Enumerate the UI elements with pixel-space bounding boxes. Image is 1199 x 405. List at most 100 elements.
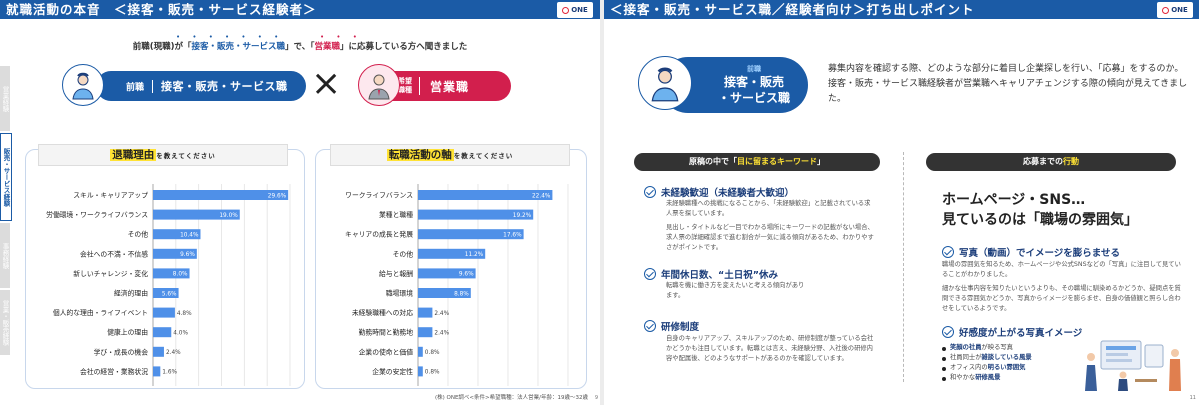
bar bbox=[418, 327, 433, 338]
logo-ring-icon bbox=[1162, 6, 1170, 14]
bar bbox=[153, 366, 161, 377]
bar bbox=[153, 268, 190, 279]
person-illustration-icon bbox=[62, 64, 104, 106]
chart-resignation-reasons: 0%5%10%15%20%25%30%スキル・キャリアアップ29.6%労働環境・… bbox=[46, 184, 297, 402]
check-circle-icon bbox=[942, 246, 954, 258]
bar bbox=[153, 307, 175, 318]
chart-job-search-axis: 0%5%10%15%20%25%ワークライフバランス22.4%業種と職種19.2… bbox=[345, 184, 575, 402]
category-label: スキル・キャリアアップ bbox=[73, 192, 148, 200]
slide-points: ＜接客・販売・サービス職／経験者向け＞打ち出しポイント ONE 前職 接客・販売… bbox=[604, 0, 1199, 405]
side-tabs: 営業経験 販売・サービス経験 事務経験 営業・販売経験 bbox=[0, 66, 14, 357]
person-illustration-icon bbox=[638, 56, 692, 110]
chart-title-job-axis: 転職活動の軸 を教えてください bbox=[330, 144, 570, 166]
emphasis-dots: • • • bbox=[320, 33, 362, 41]
photo-point-body: 職場の雰囲気を知るため、ホームページや公式SNSなどの「写真」に注目して見ている… bbox=[942, 261, 1181, 278]
list-item: 社員同士が雑談している風景 bbox=[941, 353, 1032, 363]
bar bbox=[153, 346, 164, 357]
data-label: 4.8% bbox=[177, 311, 192, 317]
data-label: 11.2% bbox=[465, 252, 484, 258]
office-team-illustration bbox=[1079, 335, 1189, 393]
bar bbox=[418, 346, 423, 357]
keyword-body: 転職を機に働き方を変えたいと考える傾向があります。 bbox=[666, 282, 805, 299]
photo-point-detail: 細かな仕事内容を知りたいというよりも、その職場に馴染めるかどうか、疑問点を質問で… bbox=[942, 285, 1181, 312]
data-label: 8.8% bbox=[454, 291, 469, 297]
category-label: その他 bbox=[393, 249, 414, 258]
page-number: 11 bbox=[1189, 395, 1196, 401]
logo-ring-icon bbox=[562, 6, 570, 14]
category-label: 学び・成長の機会 bbox=[94, 347, 149, 356]
bar bbox=[153, 288, 179, 298]
bar bbox=[418, 268, 476, 279]
slide-header: 就職活動の本音 ＜接客・販売・サービス経験者＞ bbox=[0, 0, 600, 19]
bar bbox=[418, 366, 423, 377]
chart-card-resignation: 0%5%10%15%20%25%30%スキル・キャリアアップ29.6%労働環境・… bbox=[25, 149, 305, 402]
data-label: 0.8% bbox=[425, 350, 440, 356]
list-item: オフィス内の明るい雰囲気 bbox=[941, 363, 1032, 373]
data-label: 2.4% bbox=[434, 331, 449, 337]
bar bbox=[418, 248, 486, 259]
bar bbox=[153, 190, 289, 200]
bar bbox=[418, 288, 471, 298]
category-label: 業種と職種 bbox=[379, 210, 413, 219]
headline: ホームページ・SNS… 見ているのは「職場の雰囲気」 bbox=[942, 192, 1138, 228]
side-tab[interactable]: 営業経験 bbox=[0, 66, 10, 131]
check-circle-icon bbox=[644, 268, 656, 280]
data-label: 29.6% bbox=[268, 193, 287, 199]
data-label: 10.4% bbox=[180, 233, 199, 239]
check-circle-icon bbox=[942, 326, 954, 338]
category-label: 勤務時間と勤務地 bbox=[359, 328, 414, 337]
intro-text: 募集内容を確認する際、どのような部分に着目し企業探しを行い、「応募」をするのか。… bbox=[828, 64, 1188, 104]
favorable-images: 好感度が上がる写真イメージ bbox=[942, 325, 1082, 339]
keyword-body: 自身のキャリアアップ、スキルアップのため、研修制度が整っている会社かどうかも注目… bbox=[666, 335, 874, 362]
keyword-item: 未経験歓迎（未経験者大歓迎） bbox=[644, 185, 794, 199]
column-divider bbox=[903, 152, 904, 382]
category-label: キャリアの成長と発展 bbox=[345, 230, 413, 239]
bar bbox=[153, 327, 172, 338]
category-label: 企業の安定性 bbox=[372, 367, 413, 376]
brand-logo: ONE bbox=[557, 2, 593, 18]
times-symbol: × bbox=[311, 63, 342, 104]
category-label: 個人的な理由・ライフイベント bbox=[53, 308, 148, 317]
data-label: 5.6% bbox=[162, 291, 177, 297]
keyword-item: 研修制度 bbox=[644, 319, 699, 333]
category-label: 未経験職種への対応 bbox=[352, 308, 413, 317]
lead-job: 接客・販売・サービス職 bbox=[191, 42, 286, 52]
photo-point: 写真（動画）でイメージを膨らませる bbox=[942, 245, 1120, 259]
data-label: 19.2% bbox=[513, 213, 532, 219]
keyword-body: 未経験職種への挑戦になることから、「未経験歓迎」と記載されている求人票を探してい… bbox=[666, 200, 871, 217]
data-label: 19.0% bbox=[219, 213, 238, 219]
data-label: 2.4% bbox=[166, 350, 181, 356]
category-label: 職場環境 bbox=[386, 289, 413, 298]
data-label: 17.6% bbox=[503, 233, 522, 239]
data-label: 4.0% bbox=[173, 331, 188, 337]
bar bbox=[418, 229, 524, 240]
category-label: 新しいチャレンジ・変化 bbox=[73, 269, 148, 278]
data-label: 8.0% bbox=[173, 272, 188, 278]
category-label: 労働環境・ワークライフバランス bbox=[46, 210, 148, 219]
bar bbox=[153, 248, 197, 259]
side-tab[interactable]: 営業・販売経験 bbox=[0, 290, 10, 355]
brand-logo: ONE bbox=[1157, 2, 1193, 18]
data-label: 0.8% bbox=[425, 370, 440, 376]
category-label: その他 bbox=[128, 230, 149, 239]
section-keywords: 原稿の中で「目に留まるキーワード」 bbox=[634, 153, 880, 171]
bar bbox=[418, 209, 534, 220]
side-tab-active[interactable]: 販売・サービス経験 bbox=[0, 133, 12, 221]
category-label: 経済的理由 bbox=[114, 289, 148, 298]
favorable-image-list: 笑顔の社員が映る写真 社員同士が雑談している風景 オフィス内の明るい雰囲気 和や… bbox=[941, 343, 1032, 383]
data-label: 2.4% bbox=[434, 311, 449, 317]
check-circle-icon bbox=[644, 320, 656, 332]
emphasis-dots: • • • • • • • bbox=[176, 33, 284, 41]
slide-survey: 就職活動の本音 ＜接客・販売・サービス経験者＞ ONE 営業経験 販売・サービス… bbox=[0, 0, 600, 405]
current-job-pill: 前職 接客・販売・サービス職 bbox=[96, 71, 306, 101]
category-label: 会社への不満・不信感 bbox=[80, 249, 148, 258]
chart-title-resignation: 退職理由 を教えてください bbox=[38, 144, 288, 166]
category-label: 会社の経営・業務状況 bbox=[80, 367, 148, 376]
data-label: 9.6% bbox=[180, 252, 195, 258]
lead-target: 営業職 bbox=[314, 42, 340, 52]
section-actions: 応募までの行動 bbox=[926, 153, 1176, 171]
data-label: 22.4% bbox=[532, 193, 551, 199]
slide-header: ＜接客・販売・サービス職／経験者向け＞打ち出しポイント bbox=[604, 0, 1199, 19]
side-tab[interactable]: 事務経験 bbox=[0, 223, 10, 288]
data-label: 9.6% bbox=[459, 272, 474, 278]
